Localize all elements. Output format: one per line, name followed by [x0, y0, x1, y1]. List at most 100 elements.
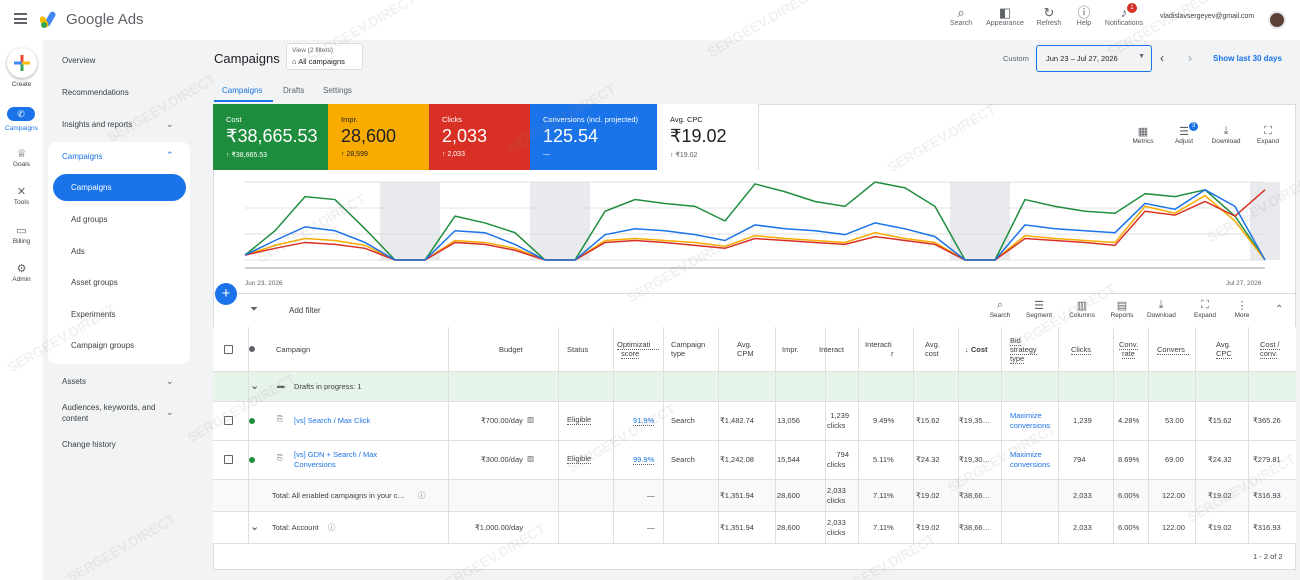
nav-assets[interactable]: Assets — [62, 377, 87, 386]
header-opt[interactable]: Optimizati — [617, 340, 659, 350]
header-conv-rate-2: rate — [1122, 349, 1135, 359]
budget-value[interactable]: ₹300.00/day — [481, 455, 523, 464]
header-status[interactable]: Status — [567, 345, 589, 354]
bid-strategy-2[interactable]: conversions — [1010, 421, 1051, 430]
header-budget[interactable]: Budget — [499, 345, 523, 354]
metric-avg-cpc[interactable]: Avg. CPC ₹19.02 ↑ ₹19.02 — [657, 104, 759, 170]
header-clicks[interactable]: Clicks — [1071, 345, 1091, 355]
header-bid-strategy[interactable]: Bid — [1010, 336, 1021, 346]
filter-icon[interactable]: ⏷ — [250, 304, 258, 315]
table-more-button[interactable]: ⋮ More — [1228, 299, 1256, 319]
metric-impr[interactable]: Impr. 28,600 ↑ 28,599 — [328, 104, 429, 170]
table-reports-button[interactable]: ▤ Reports — [1108, 299, 1136, 319]
metric-clicks[interactable]: Clicks 2,033 ↑ 2,033 — [429, 104, 530, 170]
view-selector[interactable]: View (2 filters) ⌂ All campaigns — [286, 43, 363, 70]
row-checkbox[interactable] — [224, 455, 233, 464]
rail-goals[interactable]: ♕ Goals — [0, 147, 43, 168]
table-download-button[interactable]: ⤓ Download — [1147, 299, 1176, 319]
topbar-refresh-button[interactable]: ↻ Refresh — [1025, 5, 1073, 27]
expand-account-icon[interactable]: ⌄ — [250, 521, 260, 533]
header-impr[interactable]: Impr. — [782, 345, 799, 354]
nav-campaigns[interactable]: Campaigns — [62, 152, 103, 161]
chevron-down-icon[interactable]: ⌄ — [166, 407, 174, 417]
chevron-up-icon[interactable]: ⌃ — [166, 150, 174, 160]
table-search-button[interactable]: ⌕ Search — [986, 299, 1014, 319]
budget-value[interactable]: ₹700.00/day — [481, 416, 523, 425]
nav-recommendations[interactable]: Recommendations — [62, 88, 129, 97]
row-checkbox[interactable] — [224, 416, 233, 425]
campaign-name-link[interactable]: [vs] Search / Max Click — [294, 416, 371, 425]
header-cost[interactable]: ↓ Cost — [965, 345, 988, 354]
rail-billing[interactable]: ▭ Billing — [0, 224, 43, 245]
chart-expand-button[interactable]: ⛶ Expand — [1248, 125, 1288, 145]
bid-strategy-2[interactable]: conversions — [1010, 460, 1051, 469]
table-columns-button[interactable]: ▥ Columns — [1069, 300, 1095, 319]
add-fab-button[interactable]: + — [215, 283, 237, 305]
rail-tools[interactable]: ✕ Tools — [0, 185, 43, 206]
campaigns-rail-icon[interactable]: ✆ — [7, 107, 35, 121]
tab-campaigns[interactable]: Campaigns — [222, 86, 263, 95]
header-campaign-type[interactable]: Campaign — [671, 340, 706, 349]
nav-sub-campaign-groups[interactable]: Campaign groups — [71, 341, 135, 350]
topbar-appearance-button[interactable]: ◧ Appearance — [981, 5, 1029, 27]
optimization-score[interactable]: 91.9% — [633, 416, 655, 426]
nav-change-history[interactable]: Change history — [62, 440, 116, 449]
info-icon[interactable]: ⓘ — [328, 523, 336, 532]
show-last-30-link[interactable]: Show last 30 days — [1213, 54, 1282, 63]
chevron-down-icon[interactable]: ⌄ — [166, 376, 174, 386]
chart-metrics-button[interactable]: ▦ Metrics — [1123, 125, 1163, 145]
campaign-name-link[interactable]: [vs] GDN + Search / Max — [294, 450, 378, 459]
table-expand-button[interactable]: ⛶ Expand — [1191, 299, 1219, 319]
campaign-name-link-2[interactable]: Conversions — [294, 460, 336, 469]
tab-settings[interactable]: Settings — [323, 86, 352, 95]
tab-drafts[interactable]: Drafts — [283, 86, 305, 95]
budget-edit-icon[interactable]: ▨ — [527, 415, 535, 424]
info-icon[interactable]: ⓘ — [418, 491, 426, 500]
rail-campaigns[interactable]: Campaigns — [5, 125, 38, 132]
topbar-search-button[interactable]: ⌕ Search — [937, 5, 985, 27]
enabled-status-dot[interactable] — [249, 418, 255, 424]
nav-sub-asset-groups[interactable]: Asset groups — [71, 278, 118, 287]
header-interactions[interactable]: Interact — [819, 345, 845, 354]
header-cost-conv[interactable]: Cost / — [1260, 340, 1280, 350]
date-range-picker[interactable]: Jun 23 – Jul 27, 2026 ▼ — [1036, 45, 1152, 72]
optimization-score[interactable]: 99.9% — [633, 455, 655, 465]
topbar-notifications-button[interactable]: ♪ 1 Notifications — [1100, 3, 1148, 27]
table-segment-button[interactable]: ☰ Segment — [1025, 300, 1053, 319]
nav-sub-ad-groups[interactable]: Ad groups — [71, 215, 108, 224]
next-period-icon[interactable]: › — [1188, 51, 1192, 65]
metric-cost[interactable]: Cost ₹38,665.53 ↑ ₹38,665.53 — [213, 104, 328, 170]
chevron-down-icon[interactable]: ⌄ — [166, 119, 174, 129]
bid-strategy[interactable]: Maximize — [1010, 411, 1042, 420]
header-campaign[interactable]: Campaign — [276, 345, 311, 354]
nav-sub-experiments[interactable]: Experiments — [71, 310, 116, 319]
nav-insights[interactable]: Insights and reports — [62, 120, 133, 129]
topbar-help-button[interactable]: ⓘ Help — [1060, 5, 1108, 27]
account-email[interactable]: vladislavsergeyev@gmail.com — [1160, 13, 1255, 20]
rail-admin[interactable]: ⚙ Admin — [0, 262, 43, 283]
header-conversions[interactable]: Convers — [1157, 345, 1189, 355]
nav-sub-ads[interactable]: Ads — [71, 247, 85, 256]
nav-sub-campaigns[interactable]: Campaigns — [71, 183, 112, 192]
create-button[interactable] — [7, 48, 37, 78]
select-all-checkbox[interactable] — [224, 345, 233, 354]
chart-download-button[interactable]: ⤓ Download — [1206, 125, 1246, 145]
enabled-status-dot[interactable] — [249, 457, 255, 463]
avatar[interactable] — [1268, 11, 1286, 29]
nav-audiences[interactable]: Audiences, keywords, and — [62, 403, 156, 412]
budget-edit-icon[interactable]: ▨ — [527, 454, 535, 463]
nav-overview[interactable]: Overview — [62, 56, 96, 65]
add-filter-button[interactable]: Add filter — [289, 306, 321, 315]
bid-strategy[interactable]: Maximize — [1010, 450, 1042, 459]
header-avg-cost[interactable]: Avg. — [925, 340, 940, 349]
collapse-icon[interactable]: ⌃ — [1275, 304, 1284, 315]
header-interaction-rate[interactable]: Interacti — [865, 340, 892, 349]
prev-period-icon[interactable]: ‹ — [1160, 51, 1164, 65]
header-conv-rate[interactable]: Conv. — [1119, 340, 1139, 350]
menu-icon[interactable] — [14, 13, 27, 24]
chart-adjust-button[interactable]: ☰ Adjust 3 — [1164, 122, 1204, 145]
header-avg-cpm[interactable]: Avg. — [737, 340, 752, 349]
header-avg-cpc[interactable]: Avg. — [1216, 340, 1231, 349]
expand-drafts-icon[interactable]: ⌄ — [250, 380, 260, 392]
metric-conversions[interactable]: Conversions (incl. projected) 125.54— — [530, 104, 657, 170]
